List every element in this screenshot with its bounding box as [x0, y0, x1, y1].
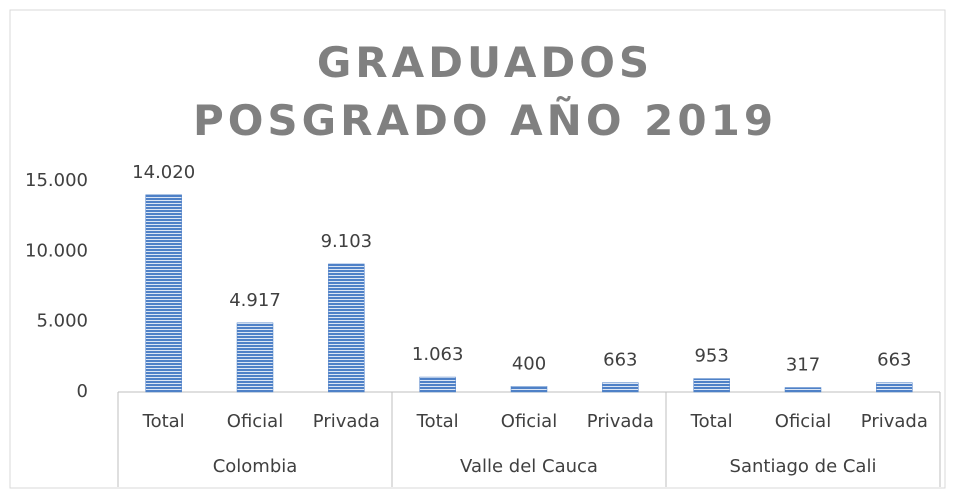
- bar: [328, 263, 365, 393]
- data-label: 9.103: [321, 231, 373, 252]
- bar: [236, 322, 274, 393]
- data-label: 663: [877, 350, 911, 371]
- x-tick-label: Total: [416, 411, 459, 432]
- group-label: Santiago de Cali: [730, 456, 877, 477]
- y-tick-label: 10.000: [25, 240, 88, 261]
- chart-title: GRADUADOS POSGRADO AÑO 2019: [192, 38, 778, 145]
- x-tick-label: Oficial: [775, 411, 831, 432]
- y-tick-label: 0: [77, 381, 88, 402]
- bar: [693, 378, 730, 393]
- bar: [419, 376, 456, 393]
- x-tick-label: Total: [142, 411, 185, 432]
- x-tick-label: Privada: [587, 411, 654, 432]
- y-tick-label: 5.000: [36, 311, 88, 332]
- x-tick-label: Oficial: [227, 411, 283, 432]
- x-tick-label: Privada: [313, 411, 380, 432]
- data-label: 953: [694, 346, 728, 367]
- data-label: 4.917: [229, 290, 281, 311]
- data-label: 14.020: [132, 162, 195, 183]
- data-label: 1.063: [412, 344, 464, 365]
- bar: [784, 387, 822, 393]
- bar: [510, 386, 548, 393]
- chart-border: [9, 9, 946, 489]
- bar: [145, 194, 182, 393]
- data-label: 317: [786, 355, 820, 376]
- y-tick-label: 15.000: [25, 170, 88, 191]
- x-tick-label: Privada: [861, 411, 928, 432]
- bar: [876, 382, 913, 393]
- bar: [602, 382, 639, 393]
- data-label: 663: [603, 350, 637, 371]
- x-tick-label: Oficial: [501, 411, 557, 432]
- x-tick-label: Total: [690, 411, 733, 432]
- data-label: 400: [512, 353, 546, 374]
- group-label: Colombia: [213, 456, 298, 477]
- group-label: Valle del Cauca: [460, 456, 598, 477]
